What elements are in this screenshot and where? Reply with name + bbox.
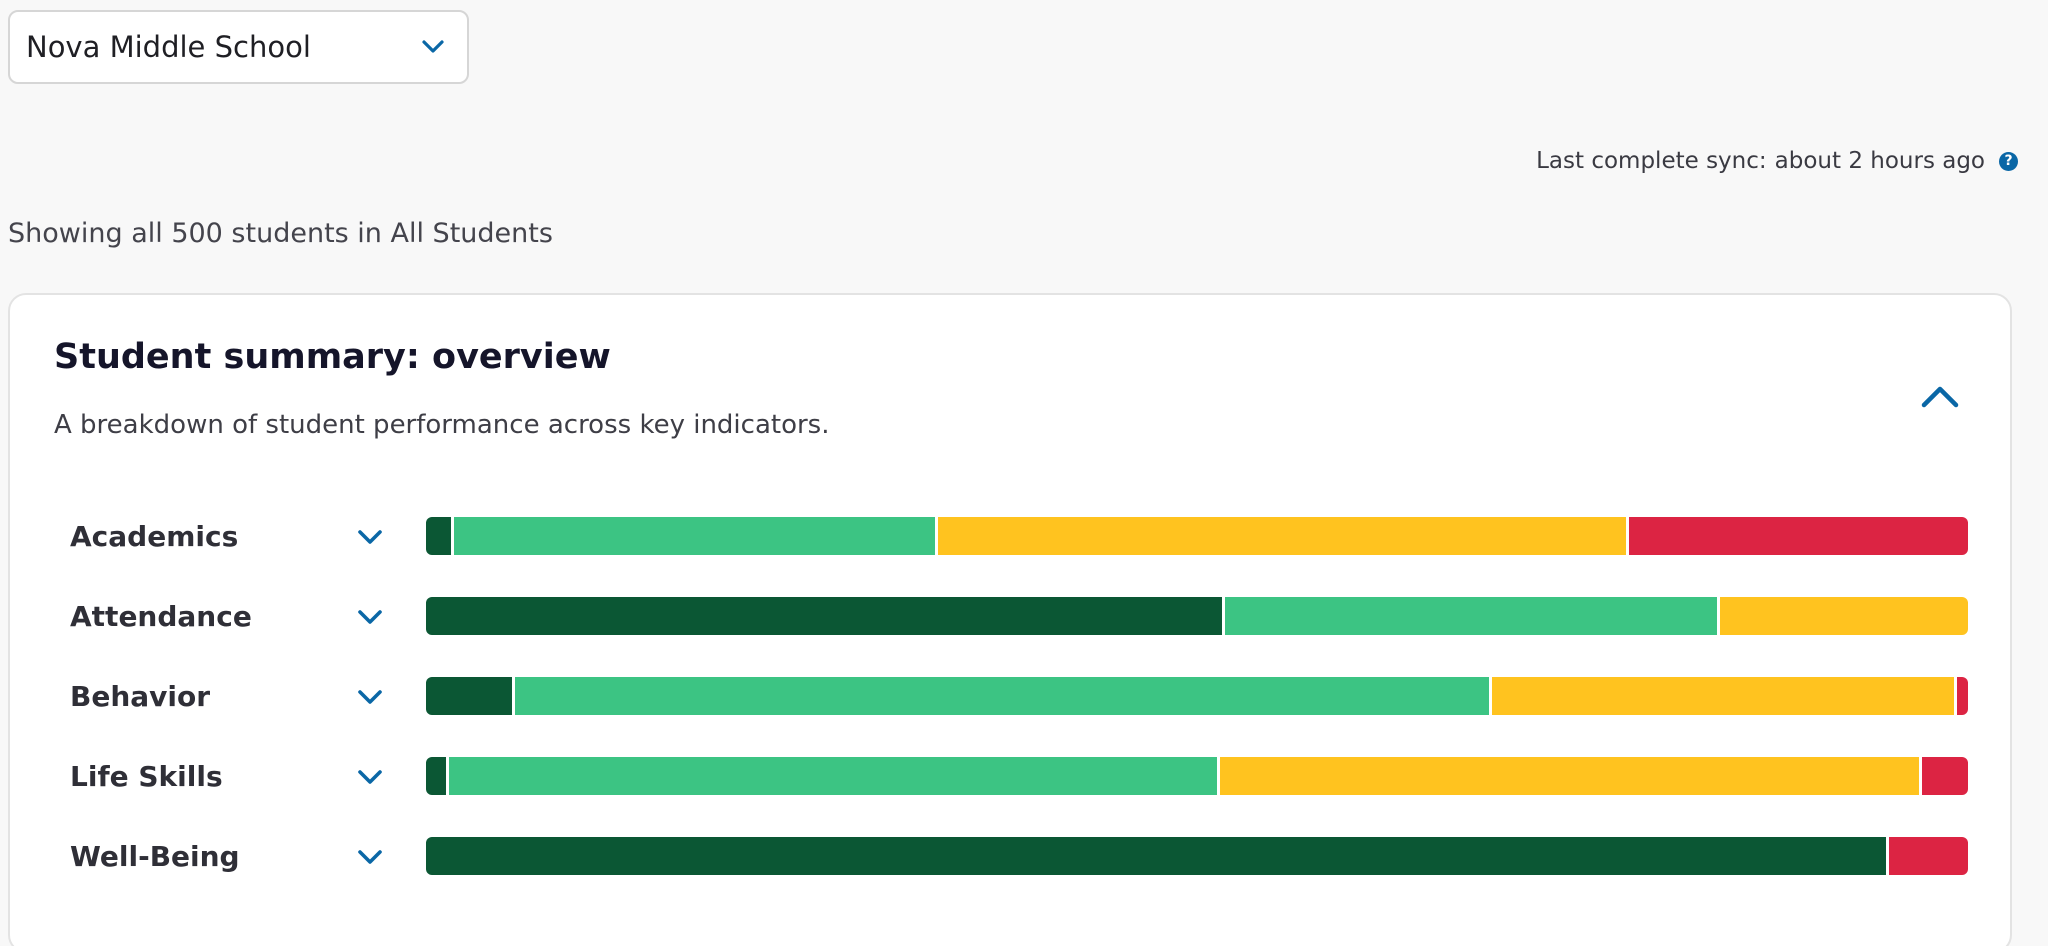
bar-segment-yellow[interactable]: [1491, 677, 1958, 715]
sync-label: Last complete sync:: [1536, 148, 1767, 174]
bar-segment-yellow[interactable]: [1719, 597, 1968, 635]
bar-segment-yellow[interactable]: [937, 517, 1629, 555]
bar-segment-dark-green[interactable]: [426, 837, 1890, 875]
expand-indicator-button[interactable]: [355, 842, 385, 872]
bar-segment-red[interactable]: [1889, 837, 1968, 875]
help-icon[interactable]: ?: [1999, 151, 2018, 171]
indicator-row: Behavior: [10, 677, 2010, 717]
chevron-down-icon: [422, 40, 444, 53]
bar-segment-dark-green[interactable]: [426, 597, 1225, 635]
chevron-down-icon: [358, 530, 382, 544]
bar-segment-green[interactable]: [449, 757, 1221, 795]
indicator-row: Attendance: [10, 597, 2010, 637]
chevron-down-icon: [358, 610, 382, 624]
bar-segment-red[interactable]: [1921, 757, 1968, 795]
bar-segment-yellow[interactable]: [1220, 757, 1922, 795]
chevron-down-icon: [358, 770, 382, 784]
chevron-down-icon: [358, 690, 382, 704]
expand-indicator-button[interactable]: [355, 602, 385, 632]
card-subtitle: A breakdown of student performance acros…: [54, 410, 830, 440]
bar-segment-green[interactable]: [1224, 597, 1720, 635]
showing-count-text: Showing all 500 students in All Students: [8, 218, 553, 249]
expand-indicator-button[interactable]: [355, 762, 385, 792]
sync-status: Last complete sync: about 2 hours ago ?: [1536, 148, 2018, 174]
stacked-bar: [426, 517, 1968, 555]
indicator-label: Academics: [70, 520, 239, 553]
student-summary-card: Student summary: overview A breakdown of…: [8, 293, 2012, 946]
indicator-label: Attendance: [70, 600, 252, 633]
stacked-bar: [426, 597, 1968, 635]
expand-indicator-button[interactable]: [355, 682, 385, 712]
expand-indicator-button[interactable]: [355, 522, 385, 552]
chevron-up-icon[interactable]: [1918, 381, 1962, 411]
chevron-down-icon: [358, 850, 382, 864]
indicator-row: Life Skills: [10, 757, 2010, 797]
indicator-row: Academics: [10, 517, 2010, 557]
bar-segment-red[interactable]: [1957, 677, 1968, 715]
sync-value: about 2 hours ago: [1774, 148, 1985, 174]
stacked-bar: [426, 757, 1968, 795]
indicator-label: Behavior: [70, 680, 211, 713]
indicator-label: Life Skills: [70, 760, 223, 793]
indicator-label: Well-Being: [70, 840, 240, 873]
bar-segment-dark-green[interactable]: [426, 757, 450, 795]
bar-segment-green[interactable]: [515, 677, 1492, 715]
bar-segment-red[interactable]: [1628, 517, 1968, 555]
stacked-bar: [426, 837, 1968, 875]
card-title: Student summary: overview: [54, 337, 611, 377]
school-select-value: Nova Middle School: [26, 30, 311, 64]
bar-segment-dark-green[interactable]: [426, 517, 454, 555]
bar-segment-dark-green[interactable]: [426, 677, 516, 715]
stacked-bar: [426, 677, 1968, 715]
school-select[interactable]: Nova Middle School: [8, 10, 469, 84]
indicator-row: Well-Being: [10, 837, 2010, 877]
bar-segment-green[interactable]: [453, 517, 938, 555]
